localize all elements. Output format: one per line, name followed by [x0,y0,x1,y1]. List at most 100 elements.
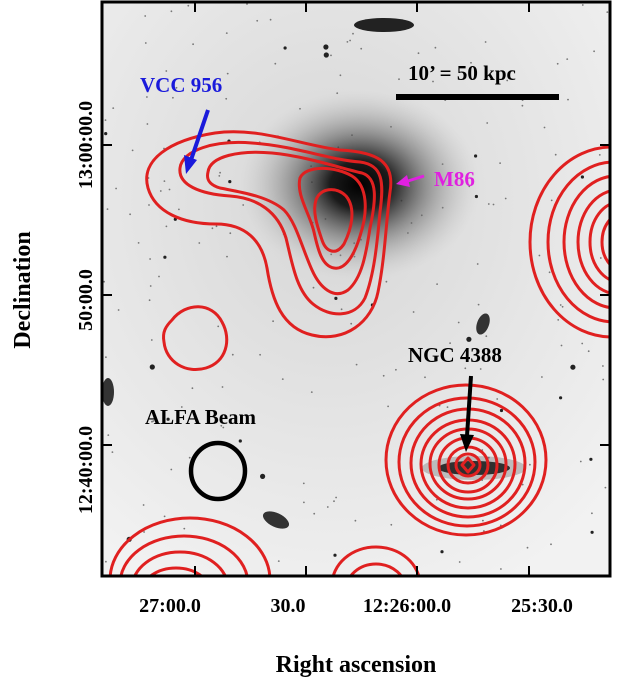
star-dot [226,255,228,258]
star-dot [483,530,485,532]
star-dot [602,378,605,381]
y-axis-label: Declination [10,231,36,348]
star-dot [168,188,171,191]
star-dot [550,543,552,546]
star-dot [334,296,338,300]
star-dot [330,54,332,57]
star-dot [504,197,507,200]
star-dot [352,32,354,35]
star-dot [115,187,117,190]
star-dot [228,180,232,184]
star-dot [398,78,400,81]
star-dot [570,364,576,370]
star-dot [543,126,546,129]
hi-contours [108,130,610,576]
star-dot [131,149,134,152]
star-dot [560,344,563,347]
star-dot [269,18,272,21]
star-dot [499,408,504,413]
star-dot [326,506,329,508]
star-dot [312,286,315,289]
star-dot [104,119,107,121]
star-dot [529,463,531,466]
star-dot [432,80,434,83]
star-dot [559,396,563,400]
star-dot [151,420,153,423]
star-dot [105,560,107,563]
star-dot [606,11,609,14]
star-dot [104,132,108,136]
star-dot [163,180,166,183]
star-dot [335,496,337,499]
x-tick-label: 30.0 [271,595,306,617]
star-dot [355,363,358,366]
star-dot [323,44,329,50]
star-dot [487,203,490,205]
star-dot [225,32,228,34]
star-dot [221,386,224,388]
star-dot [188,456,191,459]
star-dot [492,203,495,206]
star-dot [146,96,148,98]
star-dot [281,378,284,380]
star-dot [142,504,145,506]
star-dot [580,175,585,179]
ngc4388-arrow [460,375,474,452]
vcc956-label: VCC 956 [140,73,222,97]
star-dot [587,350,590,353]
star-dot [581,4,584,6]
star-dot [548,271,551,274]
star-dot [229,232,232,235]
star-dot [146,123,149,125]
star-dot [170,468,173,471]
star-dot [521,104,524,107]
star-dot [395,368,397,371]
star-dot [246,3,248,5]
star-dot [387,405,389,408]
star-dot [541,376,543,378]
star-dot [487,456,490,459]
star-dot [144,15,147,17]
star-dot [129,213,132,216]
star-dot [218,175,221,177]
star-dot [470,61,472,64]
star-dot [219,171,222,174]
star-dot [579,460,582,463]
star-dot [556,62,559,65]
star-dot [466,336,472,342]
star-dot [458,561,461,563]
star-dot [591,512,593,515]
star-dot [175,86,178,89]
star-dot [143,531,146,533]
star-dot [557,319,560,321]
star-dot [566,58,569,60]
star-dot [604,486,607,489]
x-tick-label: 27:00.0 [139,595,201,617]
star-dot [274,62,277,65]
star-dot [435,498,438,501]
star-dot [567,98,569,101]
star-dot [550,199,553,202]
star-dot [506,79,509,82]
star-dot [178,208,180,211]
star-dot [434,46,437,49]
x-axis-label: Right ascension [276,652,437,678]
star-dot [477,303,480,306]
star-dot [346,41,349,43]
star-dot [449,342,451,344]
star-dot [499,524,502,527]
sky-image: VCC 956 M86 NGC 4388 ALFA Beam 10’ = 50 … [102,2,610,576]
star-dot [354,519,357,522]
star-dot [340,308,343,311]
ngc4388-label: NGC 4388 [408,343,502,367]
star-dot [538,254,541,257]
star-dot [333,553,337,557]
star-dot [561,305,564,308]
star-dot [382,374,385,377]
star-dot [165,225,168,228]
star-dot [484,41,487,43]
alfa-beam-label: ALFA Beam [145,405,257,429]
y-tick-label: 12:40:00.0 [75,426,97,514]
star-dot [165,70,168,72]
